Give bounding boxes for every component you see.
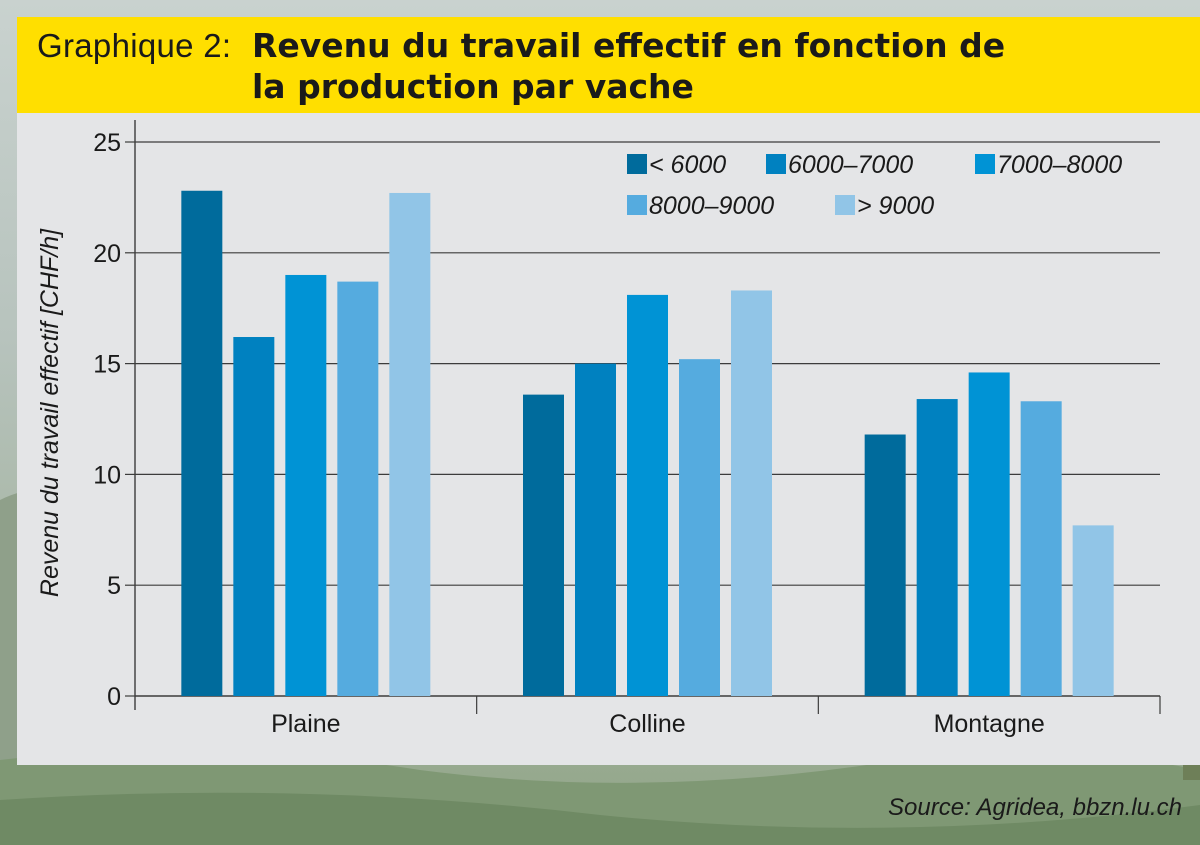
x-tick-label: Plaine xyxy=(271,710,341,738)
x-tick-label: Colline xyxy=(609,710,685,738)
bar xyxy=(181,190,223,696)
bar xyxy=(1072,525,1114,696)
bar xyxy=(337,281,379,696)
bar xyxy=(389,192,431,696)
x-tick-label: Montagne xyxy=(934,710,1045,738)
legend-swatch xyxy=(627,154,647,174)
legend-swatch xyxy=(835,195,855,215)
bar xyxy=(575,363,616,696)
legend-swatch xyxy=(975,154,995,174)
figure-number: Graphique 2: xyxy=(37,27,232,64)
y-axis-title: Revenu du travail effectif [CHF/h] xyxy=(36,228,64,597)
bar xyxy=(627,294,668,696)
legend-label: < 6000 xyxy=(649,151,726,179)
bar xyxy=(916,399,958,696)
y-tick-label: 20 xyxy=(93,240,121,268)
bar xyxy=(679,359,720,696)
bar xyxy=(233,337,275,696)
y-tick-label: 25 xyxy=(93,129,121,157)
legend-swatch xyxy=(766,154,786,174)
legend-label: 8000–9000 xyxy=(649,192,774,220)
legend-label: 6000–7000 xyxy=(788,151,913,179)
y-tick-label: 10 xyxy=(93,461,121,489)
title-band: Graphique 2: Revenu du travail effectif … xyxy=(17,17,1200,113)
bar xyxy=(285,274,327,696)
y-tick-label: 5 xyxy=(107,572,121,600)
legend-label: > 9000 xyxy=(857,192,934,220)
bar xyxy=(864,434,906,696)
bar xyxy=(968,372,1010,696)
legend-swatch xyxy=(627,195,647,215)
chart-title: Revenu du travail effectif en fonction d… xyxy=(252,26,1006,106)
legend-label: 7000–8000 xyxy=(997,151,1122,179)
bar xyxy=(731,290,772,696)
bar xyxy=(523,394,564,696)
y-tick-label: 15 xyxy=(93,351,121,379)
bar xyxy=(1020,401,1062,696)
source-note: Source: Agridea, bbzn.lu.ch xyxy=(888,794,1182,821)
y-tick-label: 0 xyxy=(107,683,121,711)
